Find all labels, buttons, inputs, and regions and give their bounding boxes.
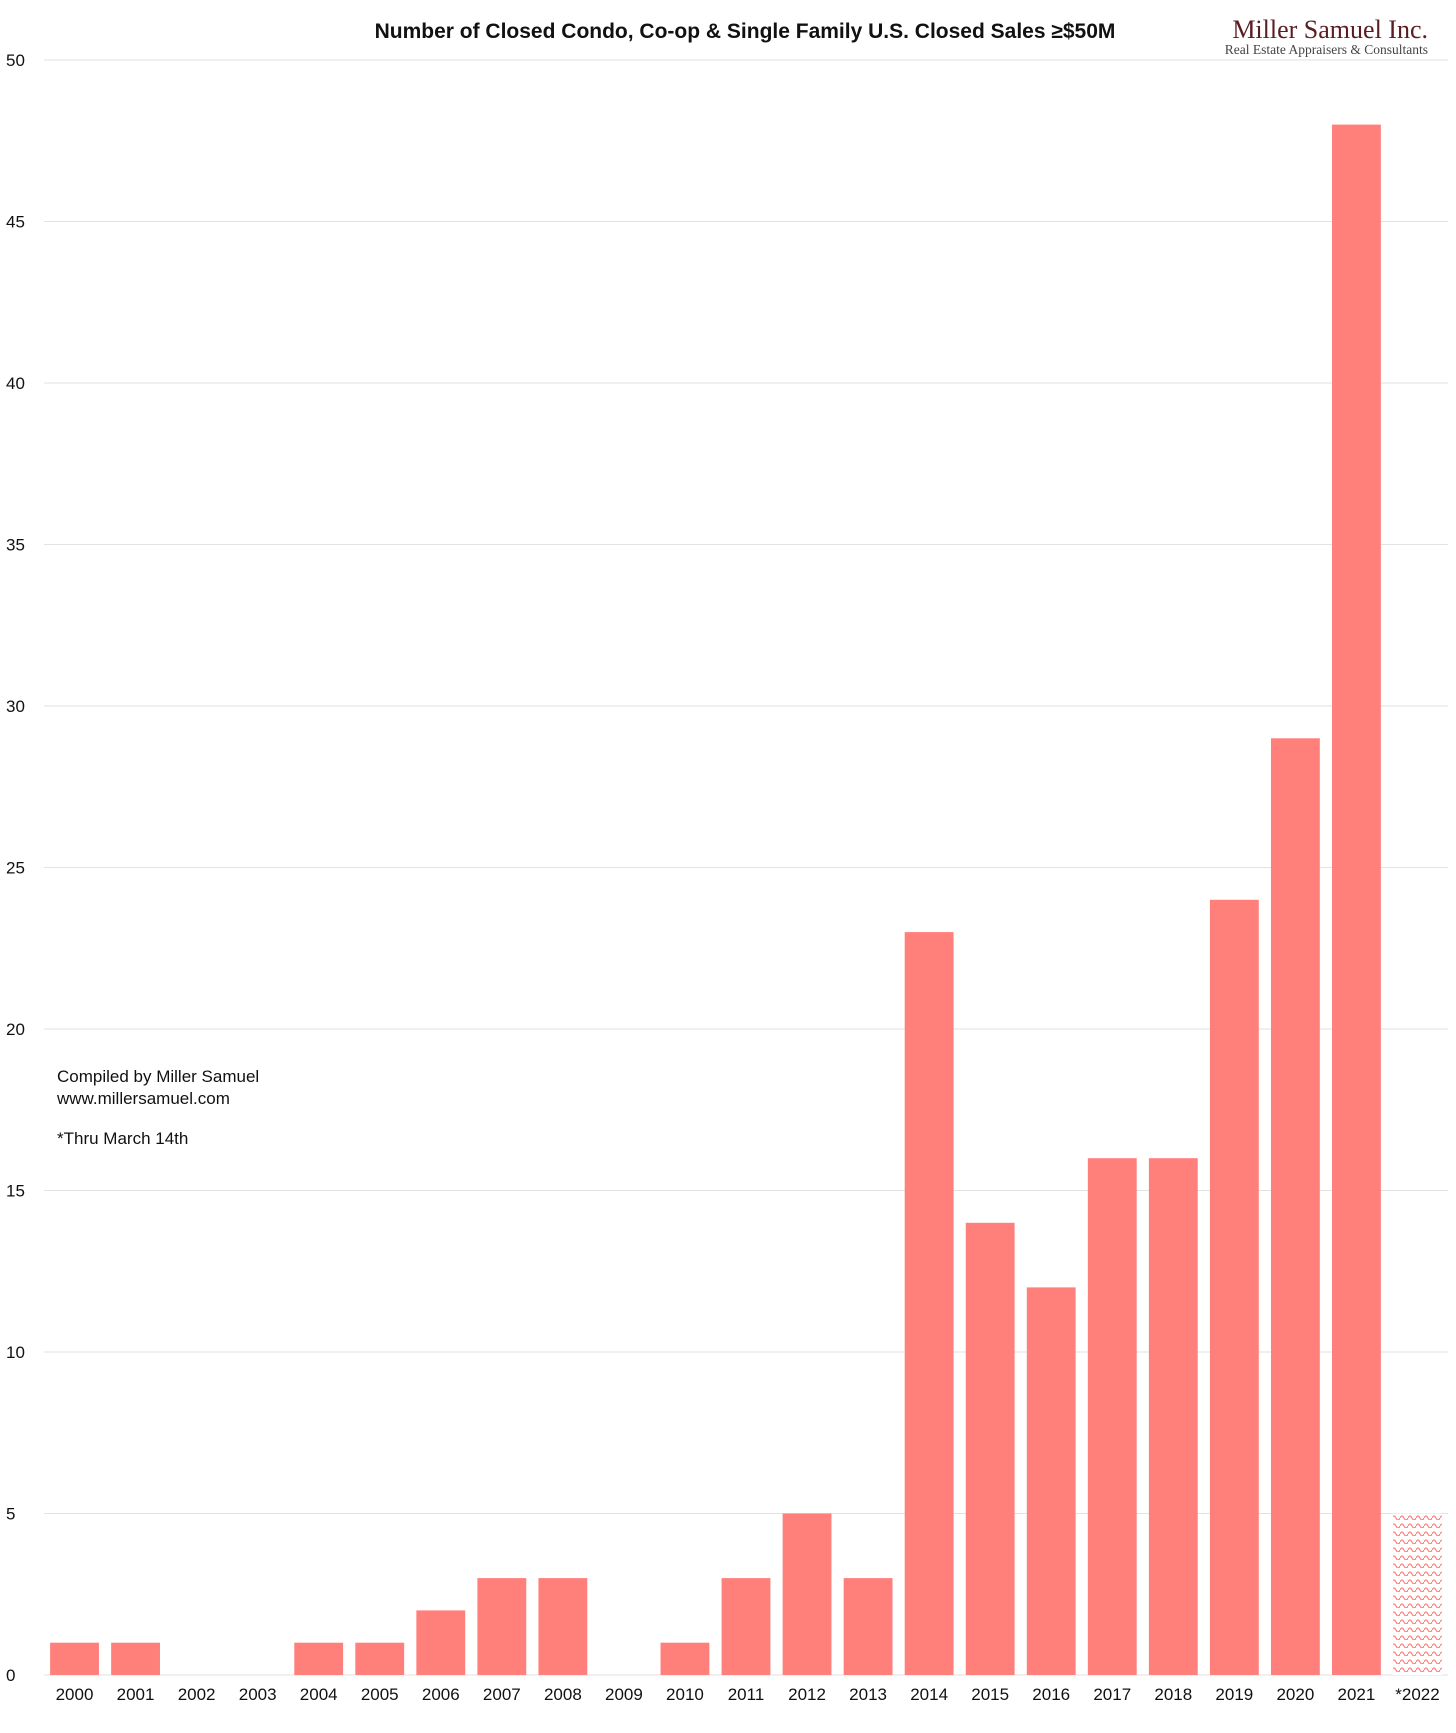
y-tick-label: 30 — [6, 697, 25, 716]
bar-2014 — [904, 932, 954, 1675]
bar-2020 — [1270, 738, 1320, 1675]
y-tick-label: 0 — [6, 1666, 15, 1685]
annotation-website: www.millersamuel.com — [56, 1089, 230, 1108]
x-tick-label: 2020 — [1276, 1685, 1314, 1704]
x-tick-label: 2019 — [1215, 1685, 1253, 1704]
x-tick-label: 2014 — [910, 1685, 948, 1704]
y-tick-label: 20 — [6, 1020, 25, 1039]
y-tick-label: 25 — [6, 859, 25, 878]
x-tick-label: 2008 — [544, 1685, 582, 1704]
y-axis-ticks: 0 5 10 15 20 25 30 35 40 45 50 — [6, 51, 25, 1685]
y-tick-label: 35 — [6, 536, 25, 555]
gridlines — [44, 59, 1448, 1676]
x-tick-label: 2003 — [239, 1685, 277, 1704]
bar-2008 — [538, 1578, 588, 1675]
bar-2000 — [50, 1642, 99, 1675]
bar-2016 — [1026, 1287, 1076, 1675]
bar-2004 — [294, 1642, 344, 1675]
x-axis-ticks: 2000 2001 2002 2003 2004 2005 2006 2007 2008 2009… — [56, 1685, 1440, 1704]
x-tick-label: 2007 — [483, 1685, 521, 1704]
bar-2012 — [782, 1513, 832, 1675]
x-tick-label: 2012 — [788, 1685, 826, 1704]
x-tick-label: 2011 — [728, 1685, 765, 1704]
annotation-block: Compiled by Miller Samuel www.millersamu… — [56, 1067, 259, 1148]
bar-partial-2022 — [1393, 1513, 1442, 1675]
y-tick-label: 50 — [6, 51, 25, 70]
x-tick-label: 2018 — [1154, 1685, 1192, 1704]
bar-2007 — [477, 1578, 527, 1675]
x-tick-label: 2004 — [300, 1685, 338, 1704]
x-tick-label: 2010 — [666, 1685, 704, 1704]
logo-name: Miller Samuel Inc. — [1232, 15, 1428, 44]
x-tick-label: 2017 — [1093, 1685, 1131, 1704]
x-tick-label: 2001 — [117, 1685, 155, 1704]
x-tick-label: 2016 — [1032, 1685, 1070, 1704]
bar-2013 — [843, 1578, 893, 1675]
y-tick-label: 5 — [6, 1505, 15, 1524]
y-tick-label: 15 — [6, 1182, 25, 1201]
x-tick-label: 2013 — [849, 1685, 887, 1704]
bar-2001 — [111, 1642, 160, 1675]
bar-2006 — [416, 1610, 466, 1675]
x-tick-label: 2009 — [605, 1685, 643, 1704]
bar-2010 — [660, 1642, 710, 1675]
x-tick-label: 2005 — [361, 1685, 399, 1704]
logo-tagline: Real Estate Appraisers & Consultants — [1225, 42, 1428, 57]
bar-2017 — [1087, 1158, 1137, 1675]
x-tick-label: 2015 — [971, 1685, 1009, 1704]
y-tick-label: 40 — [6, 374, 25, 393]
x-tick-label: 2000 — [56, 1685, 94, 1704]
annotation-footnote: *Thru March 14th — [57, 1129, 188, 1148]
bar-2018 — [1148, 1158, 1198, 1675]
annotation-compiled: Compiled by Miller Samuel — [57, 1067, 259, 1086]
y-tick-label: 45 — [6, 213, 25, 232]
y-tick-label: 10 — [6, 1343, 25, 1362]
x-tick-label: *2022 — [1395, 1685, 1439, 1704]
bar-2015 — [965, 1222, 1015, 1675]
x-tick-label: 2021 — [1338, 1685, 1376, 1704]
bar-2005 — [355, 1642, 405, 1675]
bar-2019 — [1209, 899, 1259, 1675]
chart-title: Number of Closed Condo, Co-op & Single F… — [375, 20, 1116, 43]
logo: Miller Samuel Inc. Real Estate Appraiser… — [1225, 15, 1428, 57]
bar-2021 — [1332, 124, 1381, 1676]
bar-2011 — [721, 1578, 771, 1675]
x-tick-label: 2006 — [422, 1685, 460, 1704]
x-tick-label: 2002 — [178, 1685, 216, 1704]
bars — [50, 124, 1442, 1676]
